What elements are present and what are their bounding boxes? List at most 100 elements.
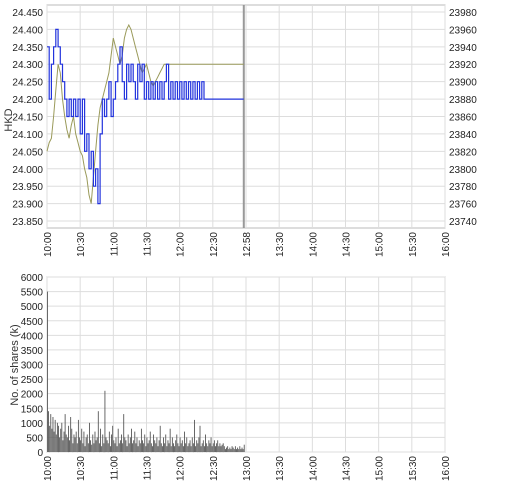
price-y-left-tick: 24.100 <box>12 130 43 141</box>
volume-bar <box>139 443 141 453</box>
volume-bar <box>236 449 237 452</box>
volume-bar <box>93 443 95 453</box>
volume-y-tick: 500 <box>26 433 43 444</box>
price-y-right-tick: 23960 <box>449 25 477 36</box>
volume-bar <box>155 443 157 453</box>
volume-bar <box>160 443 162 453</box>
volume-bar <box>112 425 114 453</box>
volume-y-tick: 4500 <box>21 317 44 328</box>
volume-bar <box>132 443 134 453</box>
volume-bar <box>136 437 138 452</box>
volume-bar <box>138 440 140 452</box>
volume-bar <box>187 446 189 452</box>
volume-y-tick: 2000 <box>21 390 44 401</box>
volume-bar <box>199 425 201 453</box>
volume-bar <box>122 443 124 453</box>
volume-bar <box>188 443 190 453</box>
volume-bar <box>135 443 137 453</box>
price-y-axis-left: 24.450 24.400 24.350 24.300 24.250 24.200 24.1… <box>12 8 43 228</box>
volume-bar <box>232 447 234 452</box>
volume-bar <box>227 446 229 452</box>
volume-bar <box>82 443 84 453</box>
volume-bar <box>124 437 126 452</box>
volume-bar <box>111 434 112 452</box>
price-x-tick: 15:00 <box>375 232 386 257</box>
volume-bar <box>89 422 90 452</box>
volume-bar <box>127 434 129 452</box>
volume-bar <box>137 446 139 452</box>
volume-bar <box>91 444 93 452</box>
volume-bar <box>224 449 226 452</box>
volume-x-axis: 10:00 10:30 11:00 11:30 12:00 12:30 13:00 13:30… <box>43 456 452 481</box>
volume-bar <box>74 437 76 452</box>
volume-bar <box>70 417 72 452</box>
volume-bar <box>209 443 211 453</box>
volume-bar <box>208 440 210 452</box>
price-x-tick: 10:00 <box>43 232 54 257</box>
volume-bar <box>72 443 74 453</box>
volume-bar <box>117 428 119 452</box>
volume-bar <box>212 443 214 453</box>
volume-bar <box>185 443 187 453</box>
volume-bar <box>47 291 48 452</box>
volume-bar <box>95 440 97 452</box>
volume-bar <box>179 437 181 452</box>
volume-bar <box>114 443 116 453</box>
volume-bar <box>228 449 230 452</box>
volume-bar <box>142 440 143 452</box>
volume-y-tick: 2500 <box>21 375 44 386</box>
volume-bar <box>237 447 239 452</box>
volume-bar <box>165 434 167 452</box>
volume-bar <box>119 440 121 452</box>
price-y-axis-right: 23980 23960 23940 23920 23900 23880 23860 23840… <box>449 8 477 228</box>
volume-bars <box>47 291 245 453</box>
price-y-left-tick: 24.050 <box>12 147 43 158</box>
price-y-left-tick: 23.950 <box>12 182 43 193</box>
volume-bar <box>125 440 127 452</box>
price-y-left-tick: 24.200 <box>12 95 43 106</box>
volume-y-tick: 1000 <box>21 419 44 430</box>
volume-bar <box>128 443 130 453</box>
price-y-left-tick: 24.300 <box>12 60 43 71</box>
volume-bar <box>121 434 122 452</box>
volume-bar <box>51 428 53 452</box>
volume-bar <box>161 446 163 452</box>
volume-bar <box>173 443 174 453</box>
volume-bar <box>90 440 91 452</box>
volume-bar <box>84 446 86 452</box>
volume-y-tick: 5000 <box>21 302 44 313</box>
volume-bar <box>240 449 242 452</box>
volume-bar <box>131 428 132 452</box>
volume-grid <box>46 276 446 453</box>
volume-bar <box>61 422 63 452</box>
volume-bar <box>55 434 57 452</box>
volume-bar <box>200 446 202 452</box>
price-y-left-tick: 24.000 <box>12 165 43 176</box>
volume-bar <box>145 446 147 452</box>
volume-bar <box>159 425 161 453</box>
volume-bar <box>101 446 103 452</box>
volume-bar <box>54 419 56 452</box>
volume-bar <box>157 446 159 452</box>
volume-bar <box>106 440 108 452</box>
price-y-left-tick: 24.350 <box>12 43 43 54</box>
volume-bar <box>107 443 109 453</box>
volume-chart: 6000550050004500400035003000250020001500… <box>9 273 452 481</box>
volume-bar <box>169 428 171 452</box>
price-y-left-tick: 23.900 <box>12 200 43 211</box>
price-x-tick: 12:30 <box>209 232 220 257</box>
volume-x-tick: 15:00 <box>375 456 386 481</box>
volume-bar <box>100 428 101 452</box>
volume-bar <box>134 431 136 452</box>
volume-bar <box>150 443 152 453</box>
volume-bar <box>226 447 227 452</box>
volume-bar <box>203 446 205 452</box>
volume-x-tick: 13:30 <box>275 456 286 481</box>
volume-bar <box>195 446 197 452</box>
volume-bar <box>147 443 149 453</box>
price-y-axis-label: HKD <box>3 108 15 131</box>
volume-bar <box>218 446 220 452</box>
volume-bar <box>230 449 232 452</box>
price-y-right-tick: 23780 <box>449 182 477 193</box>
volume-bar <box>52 417 54 452</box>
